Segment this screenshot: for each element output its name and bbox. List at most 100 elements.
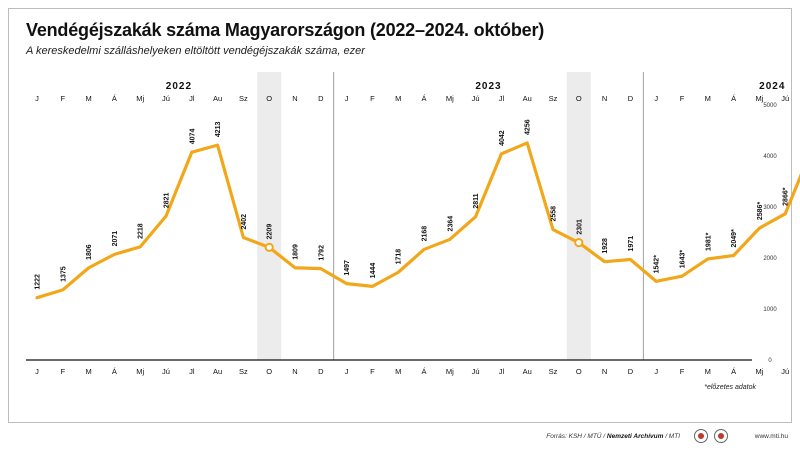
month-label-top: Au [523,94,532,103]
data-label: 2811 [473,193,480,208]
month-label-bottom: F [680,367,685,376]
month-label-top: N [292,94,297,103]
y-tick-label: 5000 [763,103,777,109]
month-label-top: D [628,94,634,103]
data-label: 1375 [60,266,67,282]
month-label-bottom: M [395,367,401,376]
data-label: 1643* [680,250,687,269]
month-label-bottom: O [266,367,272,376]
month-label-top: N [602,94,607,103]
data-label: 1809 [293,244,300,260]
data-label: 2218 [138,223,145,239]
month-label-bottom: Sz [549,367,558,376]
month-label-top: M [395,94,401,103]
footer: Forrás: KSH / MTÜ / Nemzeti Archívum / M… [0,423,800,451]
month-label-bottom: D [628,367,634,376]
data-label: 1806 [86,244,93,260]
data-label: 1718 [396,249,403,265]
month-label-bottom: Au [213,367,222,376]
month-label-top: F [680,94,685,103]
month-label-top: J [654,94,658,103]
data-label: 2301 [576,219,583,235]
data-label: 1542* [654,255,661,274]
data-label: 1971 [628,236,635,252]
data-label: 1444 [370,263,377,279]
month-label-bottom: J [35,367,39,376]
month-label-top: Sz [239,94,248,103]
month-label-top: F [370,94,375,103]
data-label: 1928 [602,238,609,254]
month-label-bottom: Jú [781,367,789,376]
data-label: 4042 [499,130,506,146]
month-label-bottom: Mj [136,367,144,376]
month-label-top: J [35,94,39,103]
month-label-bottom: Mj [446,367,454,376]
month-label-bottom: N [602,367,607,376]
y-tick-label: 1000 [763,307,777,313]
y-tick-label: 2000 [763,256,777,262]
mtva-logo-icon [694,429,708,443]
month-label-bottom: Jl [499,367,505,376]
month-label-top: Au [213,94,222,103]
y-tick-label: 4000 [763,154,777,160]
source-prefix: Forrás: KSH / MTÜ / [546,433,607,440]
month-label-bottom: Á [112,367,117,376]
highlight-band [566,72,591,360]
data-label: 4213 [215,121,222,137]
month-label-bottom: M [85,367,91,376]
chart-frame [8,8,792,423]
month-label-bottom: J [654,367,658,376]
month-label-bottom: Jl [189,367,195,376]
source-suffix: / MTI [663,433,680,440]
source-archive: Nemzeti Archívum [606,433,664,440]
month-label-bottom: J [345,367,349,376]
year-label: 2022 [166,81,192,92]
data-label: 2821 [164,192,171,208]
month-label-top: Jú [781,94,789,103]
data-label: 4256 [525,119,532,135]
month-label-bottom: F [61,367,66,376]
month-label-top: D [318,94,324,103]
data-label: 1222 [35,274,42,290]
month-label-bottom: M [705,367,711,376]
series-line [35,141,800,300]
month-label-top: Mj [755,94,763,103]
month-label-top: Mj [446,94,454,103]
mti-logo-icon [714,429,728,443]
month-label-bottom: Jú [162,367,170,376]
month-label-bottom: Á [731,367,736,376]
data-label: 1792 [318,245,325,261]
month-label-bottom: F [370,367,375,376]
y-tick-label: 3000 [763,205,777,211]
data-label: 2866* [783,187,790,206]
month-label-bottom: Au [523,367,532,376]
month-label-top: Jl [189,94,195,103]
data-label: 2558 [551,206,558,222]
site-url: www.mti.hu [754,433,788,440]
data-label: 4074 [189,129,196,145]
month-label-top: Mj [136,94,144,103]
data-label: 2071 [112,231,119,247]
data-point [574,238,584,248]
data-label: 2168 [422,226,429,242]
year-label: 2024 [759,81,785,92]
data-label: 2209 [267,224,274,240]
footnote: *előzetes adatok [704,384,756,391]
month-label-top: Jú [162,94,170,103]
line-chart: 2022 2023 2024 J J F F M M Á Á Mj Mj Jú Jú Jl Jl Au Au Sz Sz… [26,72,800,376]
data-label: 1497 [344,260,351,276]
year-label: 2023 [475,81,501,92]
data-label: 2049* [731,229,738,248]
month-label-bottom: O [576,367,582,376]
highlight-band [257,72,282,360]
month-label-bottom: D [318,367,324,376]
month-label-bottom: Jú [472,367,480,376]
month-label-top: Á [112,94,117,103]
month-label-top: O [576,94,582,103]
data-label: 2402 [241,214,248,230]
chart-title: Vendégéjszakák száma Magyarországon (202… [26,20,545,40]
month-label-top: O [266,94,272,103]
month-label-top: Sz [549,94,558,103]
month-label-top: J [345,94,349,103]
month-label-top: Á [731,94,736,103]
